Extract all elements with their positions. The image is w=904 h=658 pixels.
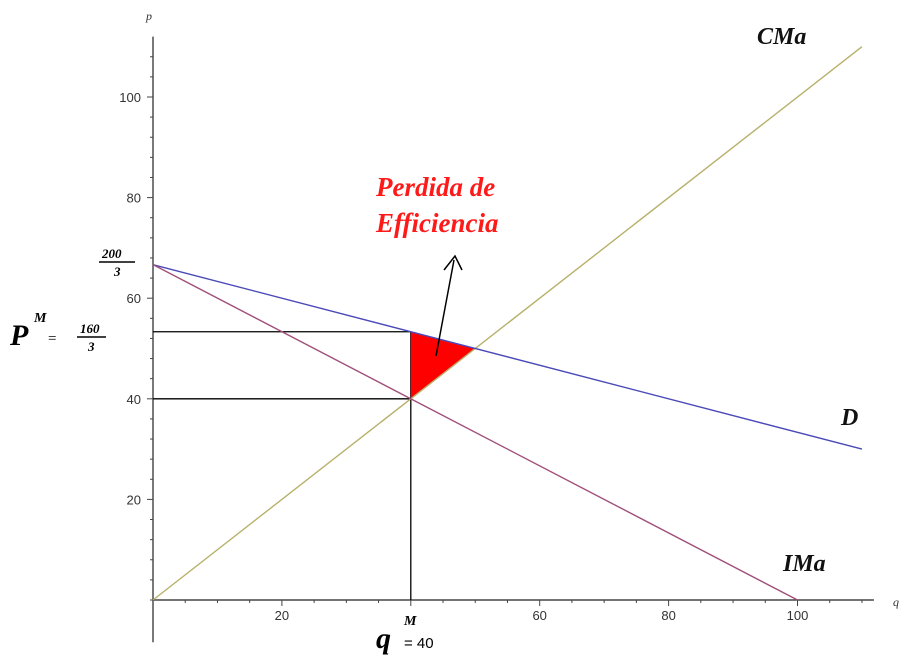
quantity-equals-value: = 40	[404, 635, 434, 652]
y-intercept-fraction-denominator: 3	[113, 264, 121, 279]
series-label-d: D	[840, 405, 858, 431]
x-tick-label: 100	[787, 608, 809, 623]
y-axis-label: p	[145, 9, 152, 23]
price-superscript: M	[33, 311, 47, 326]
quantity-superscript: M	[403, 614, 417, 629]
x-axis-label: q	[893, 595, 899, 609]
annotation-arrow-head	[443, 254, 463, 271]
quantity-letter: q	[376, 622, 391, 655]
curves	[152, 46, 863, 601]
series-label-cma: CMa	[757, 24, 806, 50]
x-tick-label: 80	[661, 608, 675, 623]
y-intercept-fraction-numerator: 200	[101, 246, 122, 261]
x-tick-label: 20	[275, 608, 289, 623]
y-tick-label: 100	[119, 90, 141, 105]
annotation-arrow-shaft	[435, 259, 455, 357]
y-tick-label: 80	[127, 191, 141, 206]
annotation-line-1: Perdida de	[375, 172, 495, 202]
price-letter: P	[9, 319, 29, 352]
labels: p q CMa D IMa 200 3 P M = 160 3 M q = 40…	[9, 9, 899, 655]
axes	[152, 36, 874, 643]
y-tick-label: 40	[127, 392, 141, 407]
price-fraction-numerator: 160	[80, 321, 100, 336]
series-line-d	[152, 263, 863, 450]
deadweight-loss-area	[410, 331, 476, 399]
x-tick-label: 60	[532, 608, 546, 623]
ticks: 20 40 60 80 100 20 60 80 100	[119, 56, 863, 623]
y-tick-label: 60	[127, 291, 141, 306]
annotation-line-2: Efficiencia	[375, 208, 498, 238]
price-equals: =	[48, 331, 56, 347]
price-fraction-denominator: 3	[87, 339, 95, 354]
series-label-ima: IMa	[782, 551, 826, 577]
monopoly-guides	[153, 331, 412, 600]
y-tick-label: 20	[127, 492, 141, 507]
series-line-cma	[152, 46, 863, 601]
deadweight-loss-triangle	[410, 331, 476, 399]
series-line-ima	[152, 264, 798, 601]
